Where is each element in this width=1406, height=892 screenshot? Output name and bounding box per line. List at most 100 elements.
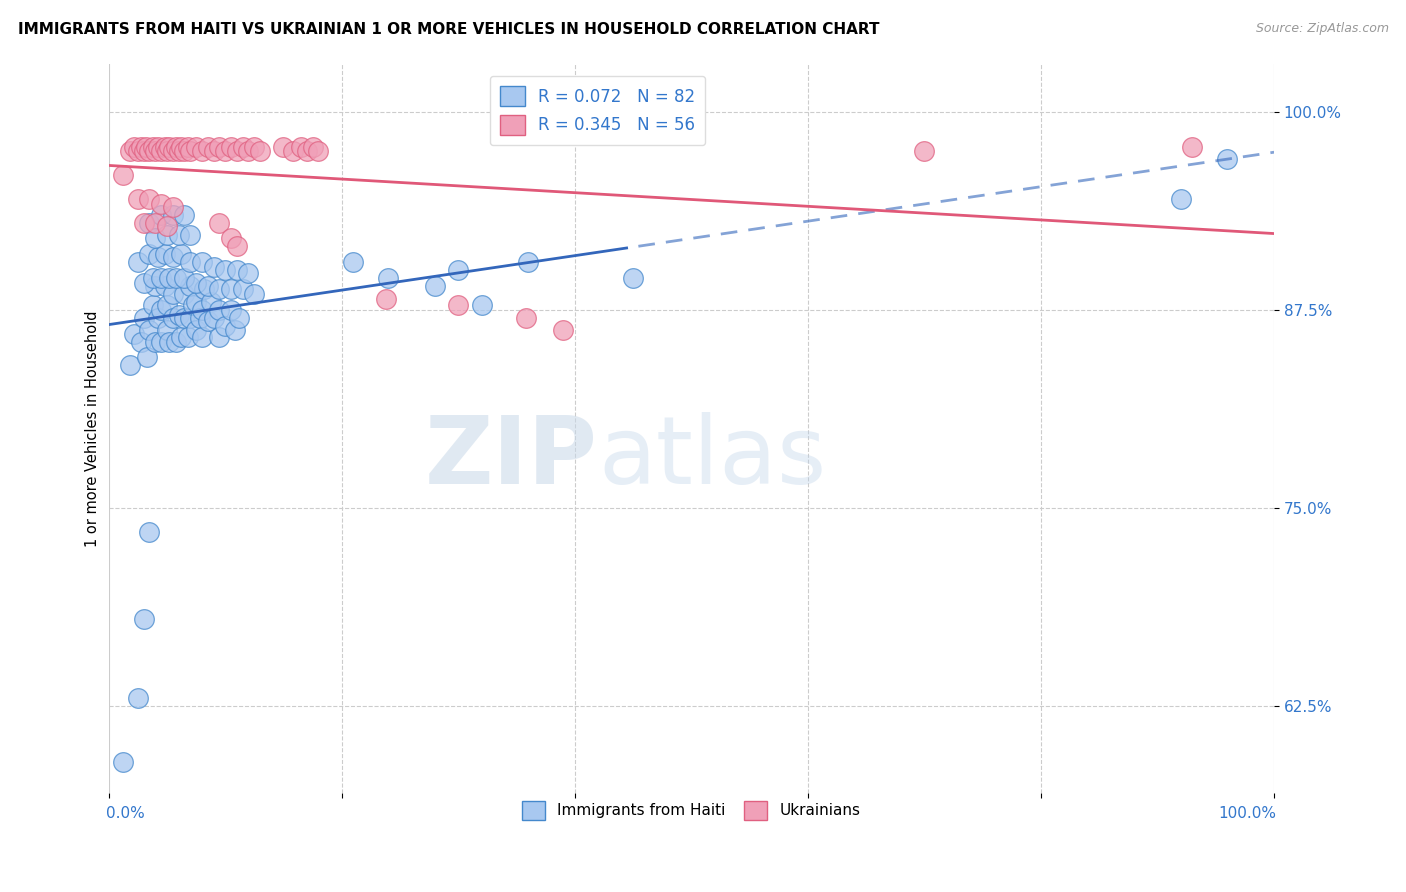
Point	[132, 310, 155, 325]
Point	[377, 271, 399, 285]
Point	[156, 298, 179, 312]
Point	[135, 139, 157, 153]
Point	[179, 279, 201, 293]
Point	[118, 359, 141, 373]
Point	[191, 330, 214, 344]
Point	[170, 139, 193, 153]
Point	[177, 330, 200, 344]
Point	[197, 314, 219, 328]
Point	[150, 145, 173, 159]
Point	[219, 302, 242, 317]
Point	[129, 334, 152, 349]
Point	[165, 271, 187, 285]
Point	[142, 271, 165, 285]
Point	[375, 292, 398, 306]
Point	[1170, 192, 1192, 206]
Point	[156, 323, 179, 337]
Point	[447, 298, 470, 312]
Point	[132, 612, 155, 626]
Point	[138, 192, 160, 206]
Point	[138, 145, 160, 159]
Point	[208, 216, 231, 230]
Point	[202, 310, 225, 325]
Point	[214, 263, 236, 277]
Point	[167, 228, 190, 243]
Y-axis label: 1 or more Vehicles in Household: 1 or more Vehicles in Household	[86, 310, 100, 547]
Point	[143, 145, 166, 159]
Point	[179, 145, 201, 159]
Point	[243, 139, 266, 153]
Point	[184, 294, 207, 309]
Point	[281, 145, 304, 159]
Point	[157, 139, 180, 153]
Point	[232, 139, 254, 153]
Point	[191, 255, 214, 269]
Point	[447, 263, 470, 277]
Point	[165, 139, 187, 153]
Point	[225, 263, 247, 277]
Point	[143, 216, 166, 230]
Point	[150, 334, 173, 349]
Point	[228, 310, 250, 325]
Point	[153, 139, 176, 153]
Point	[153, 247, 176, 261]
Point	[184, 323, 207, 337]
Point	[184, 139, 207, 153]
Point	[129, 139, 152, 153]
Point	[127, 255, 149, 269]
Text: Source: ZipAtlas.com: Source: ZipAtlas.com	[1256, 22, 1389, 36]
Point	[173, 208, 195, 222]
Point	[170, 330, 193, 344]
Point	[156, 145, 179, 159]
Point	[162, 287, 184, 301]
Point	[173, 287, 195, 301]
Point	[146, 310, 169, 325]
Point	[150, 302, 173, 317]
Point	[138, 524, 160, 539]
Point	[342, 255, 364, 269]
Point	[202, 260, 225, 274]
Point	[197, 139, 219, 153]
Point	[167, 308, 190, 322]
Point	[232, 282, 254, 296]
Point	[162, 251, 184, 265]
Text: 100.0%: 100.0%	[1219, 806, 1277, 821]
Point	[143, 334, 166, 349]
Point	[179, 228, 201, 243]
Point	[156, 219, 179, 233]
Point	[132, 145, 155, 159]
Point	[290, 139, 312, 153]
Point	[553, 323, 575, 337]
Point	[111, 168, 134, 182]
Point	[202, 145, 225, 159]
Point	[184, 276, 207, 290]
Point	[219, 231, 242, 245]
Text: atlas: atlas	[598, 412, 827, 504]
Point	[219, 139, 242, 153]
Point	[238, 266, 260, 280]
Point	[188, 310, 211, 325]
Point	[249, 145, 271, 159]
Point	[219, 282, 242, 296]
Point	[1181, 139, 1204, 153]
Point	[138, 247, 160, 261]
Point	[208, 330, 231, 344]
Point	[122, 326, 145, 341]
Point	[191, 145, 214, 159]
Point	[295, 145, 318, 159]
Point	[150, 271, 173, 285]
Point	[138, 216, 160, 230]
Point	[179, 310, 201, 325]
Point	[156, 228, 179, 243]
Point	[157, 271, 180, 285]
Point	[162, 200, 184, 214]
Point	[122, 139, 145, 153]
Point	[150, 208, 173, 222]
Point	[225, 145, 247, 159]
Point	[146, 139, 169, 153]
Point	[132, 276, 155, 290]
Point	[153, 279, 176, 293]
Point	[127, 691, 149, 706]
Point	[423, 279, 446, 293]
Point	[301, 139, 323, 153]
